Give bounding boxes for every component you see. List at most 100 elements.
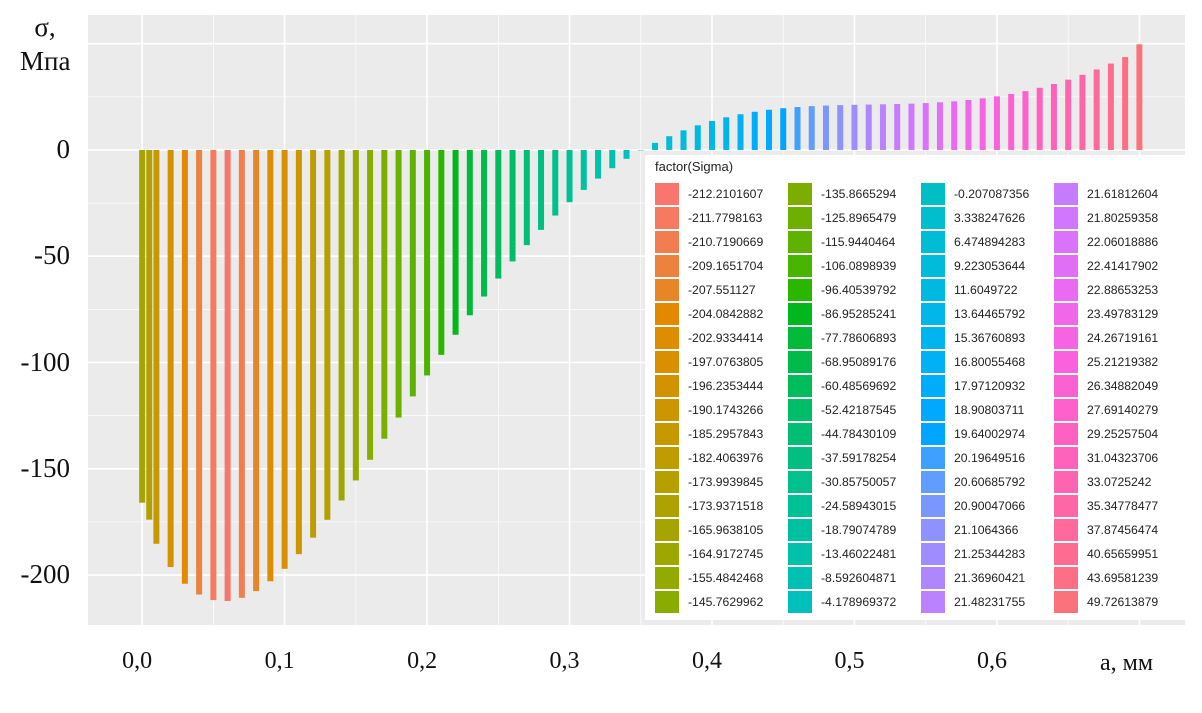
legend-item: 13.64465792 bbox=[921, 302, 1054, 326]
legend-swatch bbox=[788, 399, 812, 421]
bar bbox=[181, 149, 188, 584]
legend-label: -18.79074789 bbox=[821, 523, 897, 537]
legend-item: -0.207087356 bbox=[921, 182, 1054, 206]
legend-label: -165.9638105 bbox=[688, 523, 764, 537]
legend-label: 15.36760893 bbox=[954, 331, 1026, 345]
bar bbox=[1136, 44, 1143, 150]
legend-item: -37.59178254 bbox=[788, 446, 921, 470]
legend-item: 27.69140279 bbox=[1054, 398, 1187, 422]
legend-swatch bbox=[788, 351, 812, 373]
legend-swatch bbox=[788, 303, 812, 325]
bar bbox=[979, 98, 986, 150]
legend-swatch bbox=[921, 207, 945, 229]
legend-swatch bbox=[921, 591, 945, 613]
legend-swatch bbox=[655, 471, 679, 493]
bar bbox=[595, 149, 602, 179]
bar bbox=[1107, 63, 1114, 150]
legend-item: 20.19649516 bbox=[921, 446, 1054, 470]
legend-item: -202.9334414 bbox=[655, 326, 788, 350]
bar bbox=[737, 114, 744, 150]
bar bbox=[993, 96, 1000, 150]
legend-item: 21.36960421 bbox=[921, 566, 1054, 590]
x-tick-label: 0,5 bbox=[834, 648, 865, 674]
legend-swatch bbox=[788, 423, 812, 445]
legend-swatch bbox=[655, 303, 679, 325]
bar bbox=[196, 149, 203, 595]
bar bbox=[580, 149, 587, 190]
legend-label: -209.1651704 bbox=[688, 259, 764, 273]
bar bbox=[723, 117, 730, 150]
legend-swatch bbox=[1054, 567, 1078, 589]
bar bbox=[623, 149, 630, 159]
legend-label: 35.34778477 bbox=[1087, 499, 1159, 513]
bar bbox=[338, 149, 345, 501]
legend-swatch bbox=[655, 183, 679, 205]
y-tick-label: -150 bbox=[20, 452, 71, 483]
legend-label: 22.88653253 bbox=[1087, 283, 1159, 297]
legend-swatch bbox=[921, 399, 945, 421]
legend-swatch bbox=[655, 567, 679, 589]
bar bbox=[324, 149, 331, 520]
legend-item: -135.8665294 bbox=[788, 182, 921, 206]
bar bbox=[281, 149, 288, 569]
legend-label: 21.36960421 bbox=[954, 571, 1026, 585]
bar bbox=[751, 111, 758, 150]
x-tick-label: 0,3 bbox=[549, 648, 580, 674]
legend-label: -8.592604871 bbox=[821, 571, 897, 585]
legend-item: -207.551127 bbox=[655, 278, 788, 302]
legend-item: 21.61812604 bbox=[1054, 182, 1187, 206]
legend-item: -44.78430109 bbox=[788, 422, 921, 446]
bar bbox=[609, 149, 616, 169]
legend-item: -106.0898939 bbox=[788, 254, 921, 278]
legend-swatch bbox=[788, 375, 812, 397]
legend-label: -182.4063976 bbox=[688, 451, 764, 465]
legend-item: 6.474894283 bbox=[921, 230, 1054, 254]
legend: factor(Sigma) -212.2101607 -211.7798163 -2… bbox=[645, 155, 1185, 620]
legend-swatch bbox=[921, 375, 945, 397]
bar bbox=[951, 101, 958, 150]
legend-label: -173.9371518 bbox=[688, 499, 764, 513]
legend-item: -190.1743266 bbox=[655, 398, 788, 422]
bar bbox=[1122, 57, 1129, 150]
legend-swatch bbox=[788, 471, 812, 493]
legend-label: -68.95089176 bbox=[821, 355, 897, 369]
bar bbox=[652, 142, 659, 150]
legend-item: 20.60685792 bbox=[921, 470, 1054, 494]
bar bbox=[139, 149, 146, 503]
bar bbox=[146, 149, 153, 520]
legend-swatch bbox=[788, 495, 812, 517]
y-tick-label: 0 bbox=[56, 133, 71, 164]
legend-swatch bbox=[1054, 279, 1078, 301]
legend-label: -155.4842468 bbox=[688, 571, 764, 585]
legend-label: 19.64002974 bbox=[954, 427, 1026, 441]
legend-label: 25.21219382 bbox=[1087, 355, 1159, 369]
legend-swatch bbox=[655, 591, 679, 613]
bar bbox=[167, 149, 174, 568]
legend-item: -24.58943015 bbox=[788, 494, 921, 518]
legend-label: -115.9440464 bbox=[821, 235, 896, 249]
legend-swatch bbox=[1054, 255, 1078, 277]
legend-swatch bbox=[1054, 447, 1078, 469]
legend-swatch bbox=[921, 495, 945, 517]
bar bbox=[808, 106, 815, 150]
bar bbox=[680, 130, 687, 150]
legend-swatch bbox=[1054, 231, 1078, 253]
legend-label: -0.207087356 bbox=[954, 187, 1030, 201]
bar bbox=[666, 136, 673, 150]
legend-label: -30.85750057 bbox=[821, 475, 897, 489]
legend-label: -212.2101607 bbox=[688, 187, 764, 201]
legend-swatch bbox=[921, 447, 945, 469]
bar bbox=[424, 149, 431, 376]
legend-item: -165.9638105 bbox=[655, 518, 788, 542]
legend-label: 20.90047066 bbox=[954, 499, 1026, 513]
bar bbox=[438, 149, 445, 355]
legend-swatch bbox=[655, 327, 679, 349]
bar bbox=[765, 109, 772, 150]
legend-item: -155.4842468 bbox=[655, 566, 788, 590]
legend-item: 37.87456474 bbox=[1054, 518, 1187, 542]
bar bbox=[837, 105, 844, 150]
bar bbox=[1093, 69, 1100, 150]
legend-label: -202.9334414 bbox=[688, 331, 764, 345]
legend-swatch bbox=[921, 327, 945, 349]
bar bbox=[538, 149, 545, 230]
